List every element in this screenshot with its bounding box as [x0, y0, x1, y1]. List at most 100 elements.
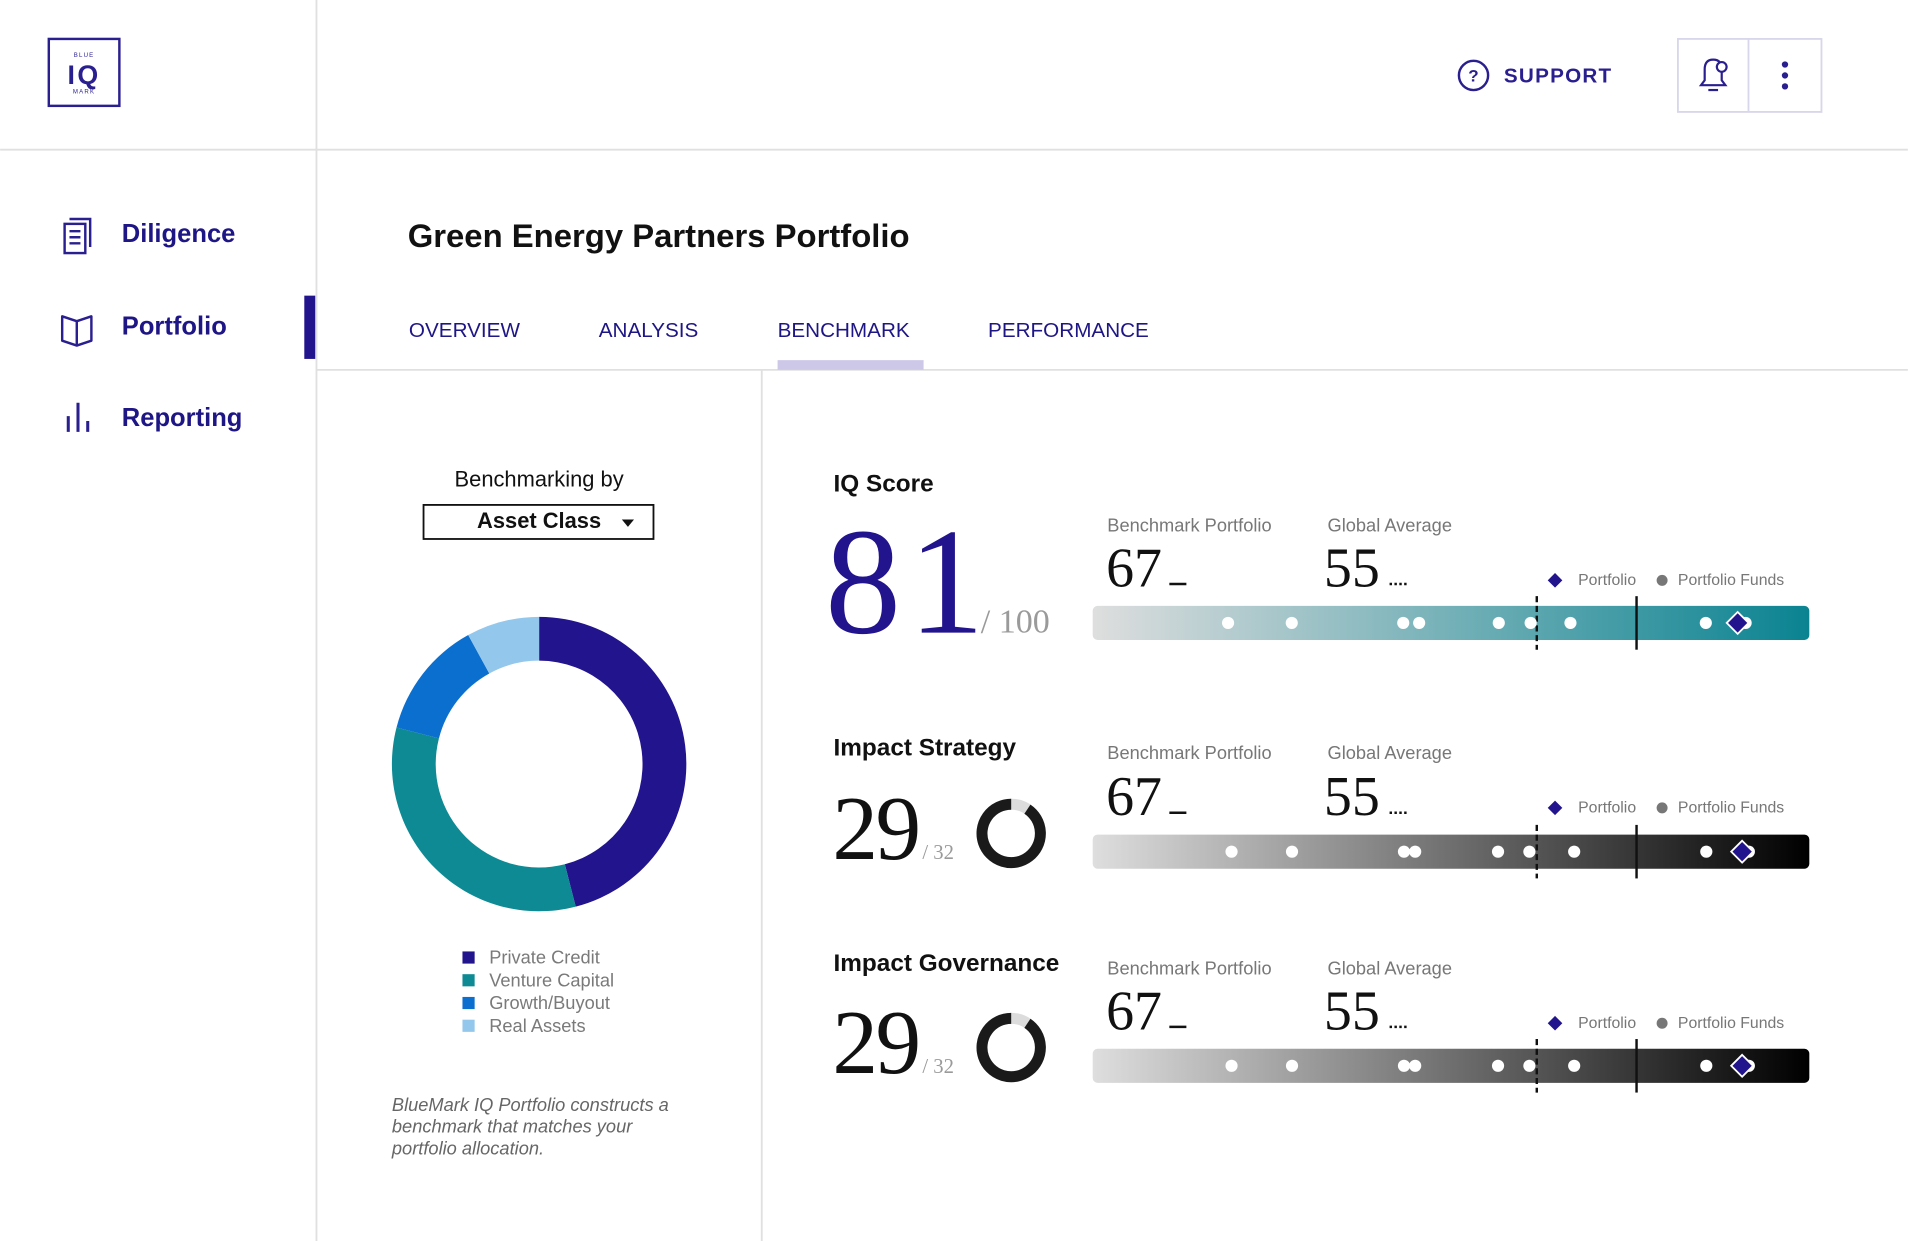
legend-fund-dot: [1656, 574, 1668, 586]
donut-segment: [539, 616, 687, 907]
score-bar: [1092, 605, 1810, 640]
dot: [1781, 83, 1789, 90]
nav-label: Portfolio: [122, 313, 227, 341]
tab[interactable]: PERFORMANCE: [988, 319, 1149, 342]
fund-dot: [1700, 1059, 1713, 1072]
score-bar: [1092, 1048, 1810, 1083]
more-button[interactable]: [1781, 61, 1789, 90]
benchmark-label: Benchmarking by: [455, 467, 624, 492]
legend-fund-dot: [1656, 1017, 1668, 1029]
logo-bottom: MARK: [73, 89, 95, 96]
legend-swatch: [462, 951, 475, 964]
global-value: 55: [1324, 980, 1380, 1042]
legend-swatch: [462, 974, 475, 987]
tab[interactable]: ANALYSIS: [599, 319, 699, 342]
fund-dot: [1221, 616, 1235, 630]
nav-label: Diligence: [122, 220, 236, 248]
fund-dot: [1699, 616, 1712, 630]
legend-diamond: [1547, 1015, 1563, 1031]
legend-swatch: [462, 996, 475, 1010]
nav-icon: [60, 315, 93, 347]
fund-dot: [1397, 845, 1411, 858]
tab-active[interactable]: BENCHMARK: [778, 319, 910, 342]
legend-label: Real Assets: [489, 1015, 585, 1036]
score-max: / 32: [922, 1056, 954, 1078]
nav-icon-lines: [69, 217, 92, 247]
fund-dot: [1491, 845, 1505, 858]
legend-diamond: [1547, 573, 1563, 588]
dot: [1781, 72, 1789, 79]
dropdown-arrow: [621, 519, 635, 527]
legend-portfolio: Portfolio: [1578, 572, 1636, 589]
fund-dot: [1397, 616, 1410, 630]
benchmark-label: Benchmark Portfolio: [1107, 958, 1271, 979]
fund-dot: [1524, 616, 1537, 630]
fund-dot: [1225, 1059, 1238, 1072]
fund-dot: [1568, 845, 1581, 858]
nav-icon: [63, 222, 87, 255]
score-value: 81: [825, 497, 992, 666]
nav-label: Reporting: [122, 404, 243, 432]
logo-top: BLUE: [74, 52, 95, 59]
benchmark-value: 67: [1106, 766, 1162, 828]
score-ring: [976, 1012, 1046, 1083]
row-label: IQ Score: [834, 471, 934, 498]
donut-segment: [391, 727, 576, 912]
fund-dot: [1397, 1059, 1411, 1072]
portfolio-diamond: [1729, 839, 1755, 864]
nav-diligence[interactable]: Diligence: [63, 217, 236, 255]
legend-portfolio: Portfolio: [1578, 1015, 1636, 1032]
note: BlueMark IQ Portfolio constructs abenchm…: [391, 1094, 669, 1159]
score-bar: [1092, 834, 1810, 869]
score-value: 29: [832, 992, 918, 1093]
support-link[interactable]: ? SUPPORT: [1457, 59, 1612, 92]
fund-dot: [1285, 845, 1299, 858]
fund-dot: [1523, 845, 1536, 858]
nav-reporting[interactable]: Reporting: [66, 402, 243, 432]
support-icon: [1457, 59, 1490, 92]
score-max: / 32: [922, 842, 954, 864]
global-label: Global Average: [1328, 515, 1452, 536]
legend-funds: Portfolio Funds: [1678, 572, 1784, 589]
tab[interactable]: OVERVIEW: [409, 319, 521, 342]
logo-main: IQ: [68, 60, 101, 90]
legend-funds: Portfolio Funds: [1678, 800, 1784, 817]
fund-dot: [1564, 616, 1577, 630]
nav-icon: [66, 402, 90, 432]
score-value: 29: [832, 778, 918, 879]
fund-dot: [1491, 1059, 1505, 1072]
legend-funds: Portfolio Funds: [1678, 1015, 1784, 1032]
fund-dot: [1413, 616, 1426, 630]
dropdown-box: [422, 504, 655, 540]
global-label: Global Average: [1328, 958, 1452, 979]
notifications-button[interactable]: [1698, 58, 1728, 92]
logo[interactable]: BLUE IQ MARK: [47, 37, 121, 108]
legend-label: Venture Capital: [489, 969, 614, 990]
row-label: Impact Governance: [834, 950, 1060, 977]
fund-dot: [1523, 1059, 1536, 1072]
header-buttons: [1677, 38, 1823, 113]
legend-fund-dot: [1656, 802, 1668, 814]
note-line: BlueMark IQ Portfolio constructs a: [392, 1094, 669, 1115]
benchmark-value: 67: [1106, 980, 1162, 1042]
dropdown-value: Asset Class: [477, 508, 601, 533]
asset-class-dropdown[interactable]: Asset Class: [422, 504, 655, 540]
fund-dot: [1409, 845, 1422, 858]
bell-dot: [1715, 60, 1728, 73]
benchmark-label: Benchmark Portfolio: [1107, 515, 1271, 536]
legend-label: Private Credit: [489, 947, 600, 968]
fund-dot: [1225, 845, 1238, 858]
nav-portfolio[interactable]: Portfolio: [60, 313, 227, 347]
page-title: Green Energy Partners Portfolio: [408, 217, 910, 254]
fund-dot: [1285, 1059, 1299, 1072]
legend-label: Growth/Buyout: [489, 992, 610, 1013]
benchmark-label: Benchmark Portfolio: [1107, 742, 1271, 763]
fund-dot: [1700, 845, 1713, 858]
portfolio-diamond: [1729, 1053, 1755, 1079]
tab-underline: [777, 360, 924, 370]
score-max: / 100: [981, 604, 1050, 641]
